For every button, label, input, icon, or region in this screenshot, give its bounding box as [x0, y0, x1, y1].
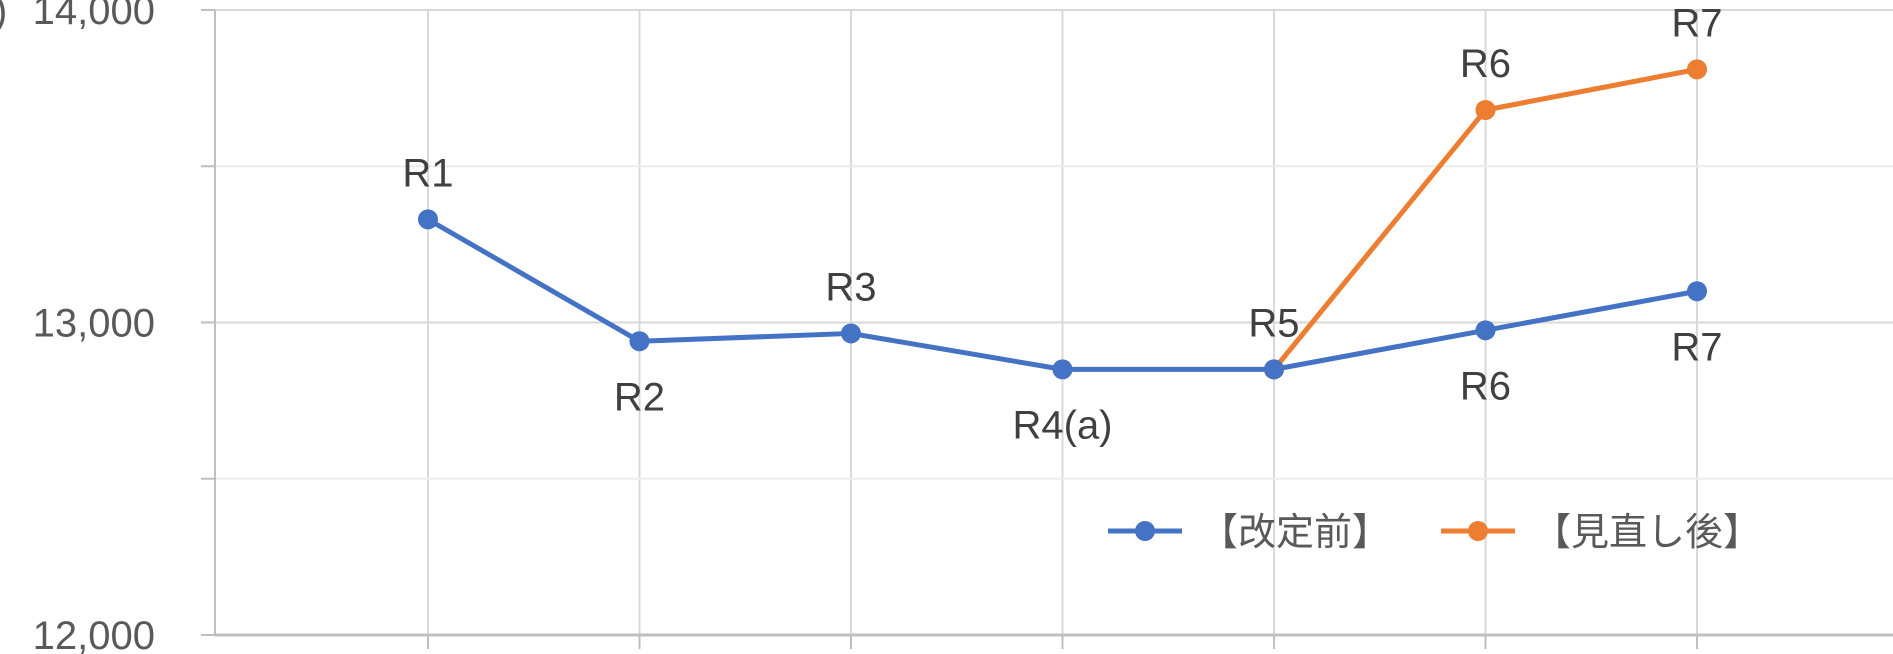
data-label: R3	[825, 265, 876, 309]
data-point	[841, 323, 861, 344]
data-point	[1475, 320, 1496, 341]
data-point	[418, 209, 438, 230]
data-point	[1687, 281, 1707, 302]
legend-label: 【改定前】	[1200, 510, 1390, 554]
y-tick-clipped-prefix: )	[0, 0, 7, 33]
data-label: R2	[614, 375, 665, 419]
data-labels: R1 R2 R3 R4(a) R5 R6 R7 R6 R7	[402, 1, 1722, 447]
y-tick-label: 14,000	[33, 0, 155, 33]
data-label: R5	[1248, 301, 1299, 345]
data-point	[1687, 59, 1707, 80]
data-label: R7	[1671, 1, 1722, 45]
data-label: R4(a)	[1012, 403, 1112, 447]
data-point	[1475, 100, 1496, 120]
legend: 【改定前】 【見直し後】	[1108, 510, 1761, 554]
series	[418, 59, 1707, 380]
data-point	[1052, 359, 1073, 380]
data-label: R1	[402, 151, 453, 195]
data-label: R7	[1671, 325, 1722, 369]
legend-marker	[1135, 521, 1155, 541]
legend-label: 【見直し後】	[1533, 510, 1761, 554]
legend-item: 【見直し後】	[1441, 510, 1761, 554]
data-label: R6	[1460, 42, 1511, 86]
data-label: R6	[1460, 364, 1511, 408]
data-point	[1264, 359, 1284, 380]
y-tick-label: 12,000	[33, 614, 155, 654]
y-tick-label: 13,000	[33, 302, 155, 346]
legend-marker	[1468, 521, 1488, 541]
data-point	[629, 331, 650, 352]
legend-item: 【改定前】	[1108, 510, 1390, 554]
